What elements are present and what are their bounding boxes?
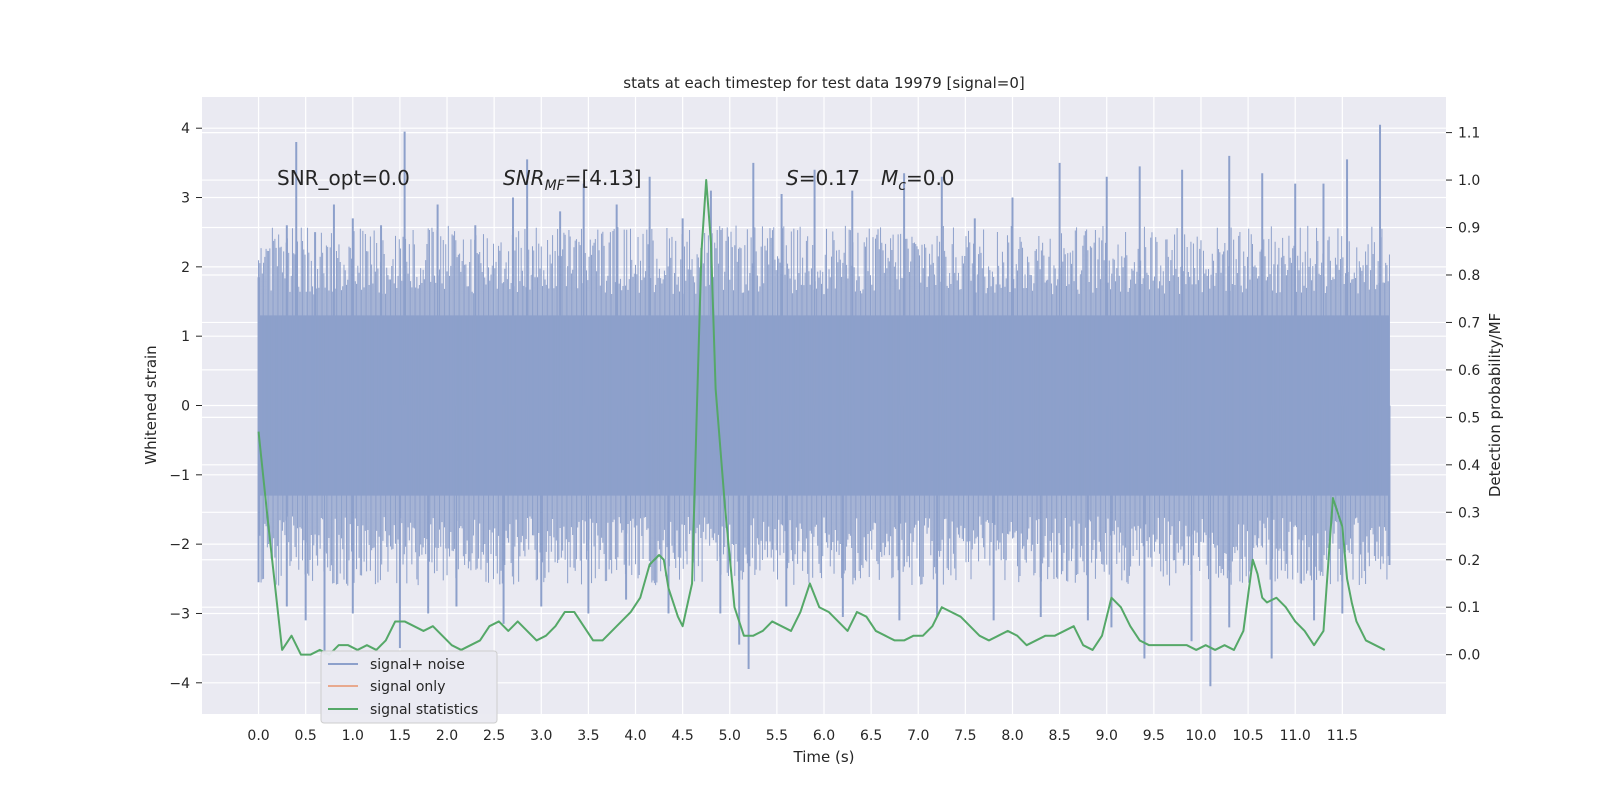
- y-tick-label-right: 0.3: [1458, 505, 1480, 521]
- annotation-s: S=0.17: [786, 166, 860, 190]
- x-tick-label: 2.5: [483, 728, 505, 744]
- chart-title: stats at each timestep for test data 199…: [623, 74, 1024, 92]
- x-tick-label: 8.5: [1048, 728, 1070, 744]
- y-tick-label-left: −1: [169, 468, 190, 484]
- annotation-mc: Mc=0.0: [881, 166, 955, 194]
- s-value: =0.17: [799, 166, 860, 190]
- snr-mf-value: =[4.13]: [565, 166, 642, 190]
- mc-value: =0.0: [906, 166, 955, 190]
- x-tick-label: 6.5: [860, 728, 882, 744]
- x-tick-label: 9.5: [1143, 728, 1165, 744]
- signal-noise-series: [257, 124, 1391, 687]
- x-tick-label: 1.0: [342, 728, 364, 744]
- legend-label-signal-only: signal only: [370, 679, 445, 695]
- axis-ticks: 0.0 0.5 1.0 1.5 2.0 2.5 3.0 3.5 4.0 4.5 5.0 5.5 6.0 6…: [169, 121, 1480, 744]
- x-tick-label: 3.5: [577, 728, 599, 744]
- x-tick-label: 4.5: [672, 728, 694, 744]
- x-tick-label: 3.0: [530, 728, 552, 744]
- legend-box: [320, 650, 498, 724]
- annotation-snr-mf: SNRMF=[4.13]: [503, 166, 642, 194]
- x-tick-label: 8.0: [1001, 728, 1023, 744]
- x-tick-label: 6.0: [813, 728, 835, 744]
- s-symbol: S: [786, 166, 799, 190]
- x-tick-label: 10.0: [1185, 728, 1216, 744]
- legend-label-signal-noise: signal+ noise: [370, 657, 465, 673]
- snr-mf-subscript: MF: [545, 178, 566, 194]
- y-tick-label-left: 4: [181, 121, 190, 137]
- y-tick-label-right: 0.0: [1458, 648, 1480, 664]
- x-tick-label: 4.0: [624, 728, 646, 744]
- annotation-snr-opt: SNR_opt=0.0: [277, 166, 410, 190]
- y-axis-label-left: Whitened strain: [142, 345, 160, 464]
- legend: signal+ noise signal only signal statist…: [320, 650, 498, 724]
- x-tick-label: 7.5: [954, 728, 976, 744]
- x-tick-label: 0.0: [247, 728, 269, 744]
- y-tick-label-left: −2: [169, 537, 190, 553]
- snr-mf-symbol: SNR: [503, 166, 545, 190]
- x-tick-label: 1.5: [389, 728, 411, 744]
- x-tick-label: 11.0: [1280, 728, 1311, 744]
- y-tick-label-right: 0.1: [1458, 600, 1480, 616]
- x-tick-label: 11.5: [1327, 728, 1358, 744]
- y-tick-label-right: 1.0: [1458, 173, 1480, 189]
- mc-subscript: c: [898, 178, 906, 194]
- y-tick-label-left: 2: [181, 260, 190, 276]
- legend-label-signal-statistics: signal statistics: [370, 702, 478, 718]
- x-tick-label: 7.0: [907, 728, 929, 744]
- y-tick-label-right: 0.8: [1458, 268, 1480, 284]
- x-tick-label: 0.5: [295, 728, 317, 744]
- x-tick-label: 9.0: [1096, 728, 1118, 744]
- y-tick-label-left: 3: [181, 191, 190, 207]
- y-tick-label-right: 0.5: [1458, 410, 1480, 426]
- x-tick-label: 2.0: [436, 728, 458, 744]
- y-tick-label-right: 0.2: [1458, 553, 1480, 569]
- y-tick-label-left: 0: [181, 399, 190, 415]
- y-tick-label-right: 0.6: [1458, 363, 1480, 379]
- y-tick-label-right: 0.4: [1458, 458, 1480, 474]
- signal-statistics-line: [257, 179, 1386, 656]
- mc-symbol: M: [881, 166, 898, 190]
- y-tick-label-right: 1.1: [1458, 126, 1480, 142]
- y-axis-label-right: Detection probability/MF: [1486, 313, 1504, 497]
- x-tick-label: 10.5: [1233, 728, 1264, 744]
- x-tick-label: 5.5: [766, 728, 788, 744]
- y-tick-label-left: −3: [169, 606, 190, 622]
- y-tick-label-left: 1: [181, 329, 190, 345]
- signal-statistics-series: [257, 179, 1386, 656]
- x-axis-label: Time (s): [793, 748, 855, 766]
- y-tick-label-left: −4: [169, 676, 190, 692]
- y-tick-label-right: 0.9: [1458, 221, 1480, 237]
- y-tick-label-right: 0.7: [1458, 315, 1480, 331]
- x-tick-label: 5.0: [719, 728, 741, 744]
